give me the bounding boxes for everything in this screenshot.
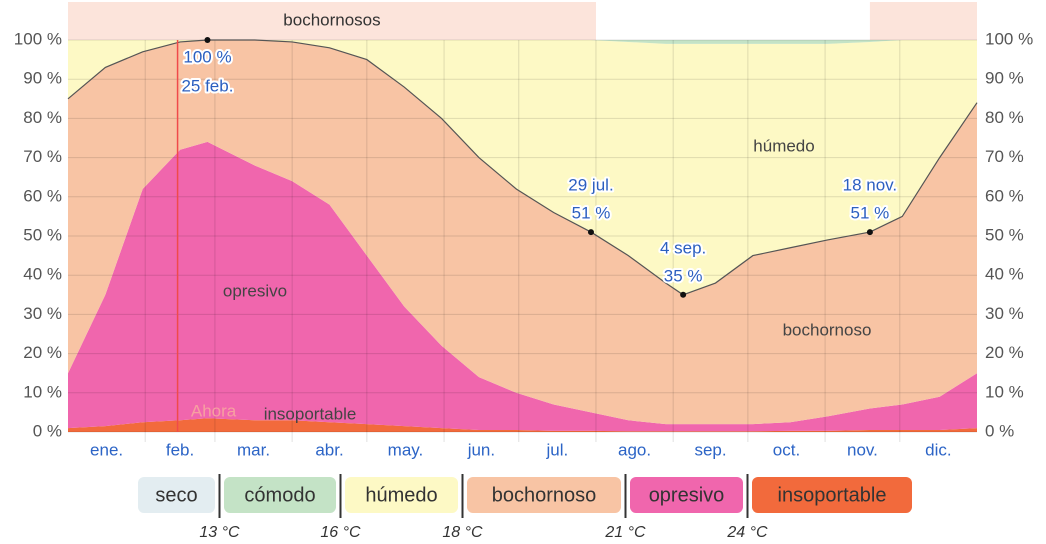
legend-label: opresivo xyxy=(649,484,725,506)
annotation-date: 25 feb. xyxy=(181,76,233,95)
y-tick-label: 60 % xyxy=(23,186,62,205)
y-tick-label: 30 % xyxy=(23,304,62,323)
area xyxy=(68,40,977,425)
annotation-dot xyxy=(587,229,594,236)
y2-tick-label: 0 % xyxy=(985,421,1014,440)
y-tick-label: 100 % xyxy=(14,29,62,48)
threshold-label: 18 °C xyxy=(442,524,483,541)
legend-label: cómodo xyxy=(244,484,315,506)
y-tick-label: 70 % xyxy=(23,147,62,166)
x-tick-label: jun. xyxy=(467,440,495,459)
legend-label: insoportable xyxy=(778,484,887,506)
now-label: Ahora xyxy=(191,401,237,420)
season-band xyxy=(869,2,977,40)
y-tick-label: 20 % xyxy=(23,343,62,362)
y-tick-label: 10 % xyxy=(23,382,62,401)
y2-tick-label: 90 % xyxy=(985,69,1024,88)
y2-tick-label: 30 % xyxy=(985,304,1024,323)
y2-tick-label: 20 % xyxy=(985,343,1024,362)
y2-tick-label: 50 % xyxy=(985,225,1024,244)
area xyxy=(68,40,977,295)
x-tick-label: ago. xyxy=(618,440,651,459)
threshold-label: 21 °C xyxy=(604,524,646,541)
x-tick-label: may. xyxy=(388,440,424,459)
x-tick-label: abr. xyxy=(315,440,343,459)
legend-label: seco xyxy=(155,484,197,506)
season-band xyxy=(68,2,596,40)
x-tick-label: oct. xyxy=(773,440,800,459)
legend-swatch xyxy=(752,477,912,513)
annotation-value: 100 % xyxy=(183,47,231,66)
y2-tick-label: 40 % xyxy=(985,265,1024,284)
annotation-value: 35 % xyxy=(664,266,703,285)
legend-swatch xyxy=(138,477,215,513)
threshold-label: 24 °C xyxy=(726,524,768,541)
annotation-dot xyxy=(866,229,873,236)
annotation-date: 18 nov. xyxy=(843,176,898,195)
x-tick-label: dic. xyxy=(925,440,951,459)
threshold-label: 13 °C xyxy=(199,524,240,541)
y2-tick-label: 80 % xyxy=(985,108,1024,127)
x-tick-label: nov. xyxy=(847,440,878,459)
area-label: opresivo xyxy=(223,281,287,300)
annotation-value: 51 % xyxy=(572,204,611,223)
area xyxy=(68,141,977,432)
y-tick-label: 50 % xyxy=(23,225,62,244)
area xyxy=(68,418,977,432)
y2-tick-label: 70 % xyxy=(985,147,1024,166)
legend-swatch xyxy=(467,477,621,513)
y2-tick-label: 100 % xyxy=(985,29,1033,48)
y2-tick-label: 60 % xyxy=(985,186,1024,205)
legend-label: bochornoso xyxy=(492,484,597,506)
x-tick-label: sep. xyxy=(694,440,726,459)
legend-label: húmedo xyxy=(365,484,437,506)
y2-tick-label: 10 % xyxy=(985,382,1024,401)
area xyxy=(68,40,977,44)
annotation-date: 29 jul. xyxy=(568,176,613,195)
area-label: húmedo xyxy=(753,136,814,155)
annotation-value: 51 % xyxy=(851,204,890,223)
legend-swatch xyxy=(630,477,743,513)
annotation-dot xyxy=(680,291,687,298)
humidity-line xyxy=(67,39,978,296)
y-tick-label: 80 % xyxy=(23,108,62,127)
annotation-dot xyxy=(204,37,211,43)
x-tick-label: jul. xyxy=(545,440,568,459)
threshold-label: 16 °C xyxy=(320,524,361,541)
y-tick-label: 90 % xyxy=(23,69,62,88)
annotation-date: 4 sep. xyxy=(660,238,706,257)
legend-swatch xyxy=(345,477,458,513)
x-tick-label: ene. xyxy=(90,440,123,459)
x-tick-label: feb. xyxy=(166,440,194,459)
area-label: insoportable xyxy=(264,404,357,423)
y-tick-label: 40 % xyxy=(23,265,62,284)
season-label: bochornosos xyxy=(283,10,380,29)
x-tick-label: mar. xyxy=(237,440,270,459)
y-tick-label: 0 % xyxy=(33,421,62,440)
area-label: bochornoso xyxy=(783,320,872,339)
legend-swatch xyxy=(224,477,336,513)
